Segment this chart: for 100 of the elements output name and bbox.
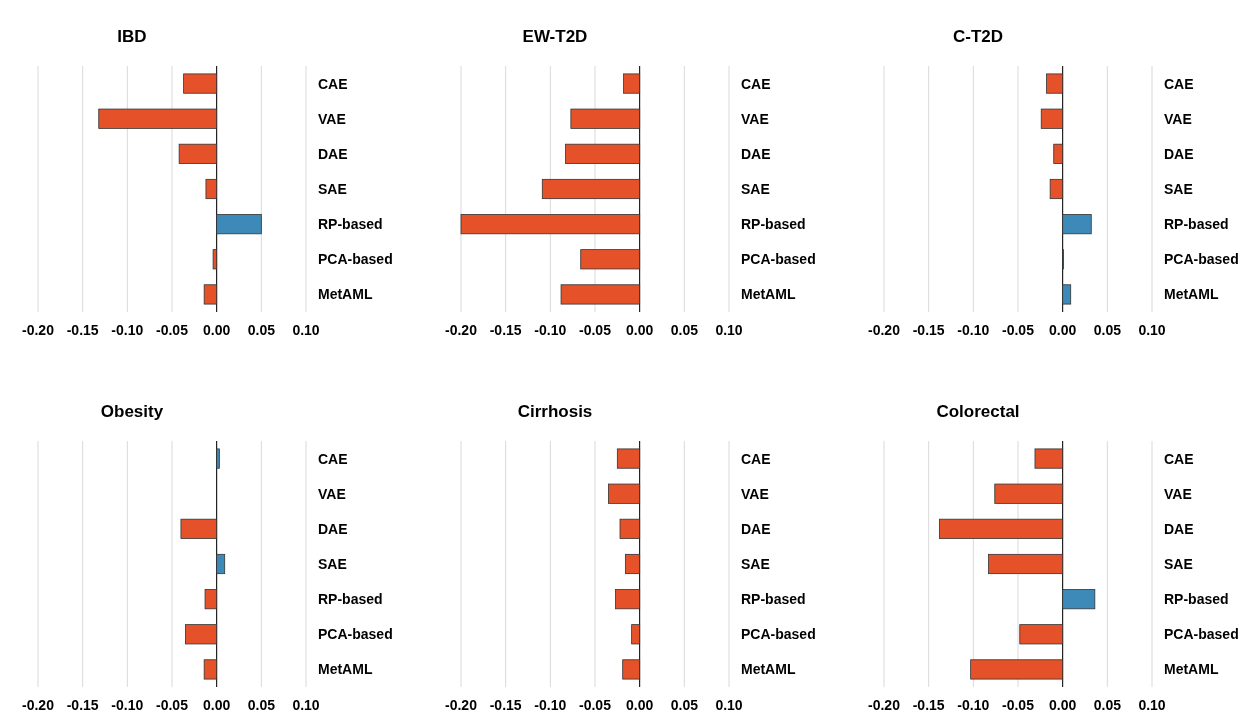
y-tick-label: MetAML [741, 661, 796, 678]
x-tick-label: -0.05 [156, 697, 189, 713]
x-tick-label: -0.10 [534, 322, 567, 338]
x-tick-label: -0.15 [66, 322, 99, 338]
x-tick-label: 0.00 [203, 697, 231, 713]
bar [1053, 143, 1064, 164]
x-tick-label: -0.10 [957, 322, 990, 338]
bar [216, 553, 226, 575]
x-tick-label: -0.05 [1002, 322, 1035, 338]
x-tick-label: 0.00 [203, 322, 231, 338]
bar [1046, 73, 1064, 94]
y-tick-label: PCA-based [741, 251, 816, 268]
x-tick-label: -0.05 [579, 322, 612, 338]
y-tick-label: PCA-based [741, 626, 816, 643]
x-tick-label: 0.00 [1049, 322, 1077, 338]
y-tick-label: CAE [741, 75, 771, 92]
x-tick-label: 0.10 [715, 697, 743, 713]
x-tick-label: 0.00 [626, 322, 654, 338]
y-tick-label: RP-based [318, 591, 383, 608]
bar [180, 518, 218, 539]
y-tick-label: VAE [1164, 485, 1192, 502]
bar [1062, 284, 1072, 305]
y-tick-label: VAE [318, 485, 346, 502]
bar [185, 624, 218, 645]
y-tick-label: SAE [318, 556, 347, 572]
x-tick-label: 0.10 [292, 697, 320, 713]
x-tick-label: -0.10 [534, 697, 567, 713]
bar [1049, 178, 1064, 200]
x-tick-label: 0.00 [626, 697, 654, 713]
bar [204, 589, 218, 610]
x-tick-label: 0.10 [715, 322, 743, 338]
y-tick-label: DAE [741, 520, 771, 537]
bar [1062, 214, 1092, 235]
x-tick-label: -0.15 [912, 697, 945, 713]
bar [203, 659, 218, 680]
y-tick-label: PCA-based [318, 626, 393, 643]
y-tick-label: MetAML [1164, 286, 1219, 303]
y-tick-label: CAE [1164, 450, 1194, 467]
x-tick-label: -0.10 [111, 322, 144, 338]
y-tick-label: RP-based [1164, 591, 1229, 608]
x-tick-label: 0.05 [247, 322, 276, 338]
y-tick-label: DAE [1164, 145, 1194, 162]
y-tick-label: RP-based [318, 216, 383, 233]
y-tick-label: DAE [1164, 520, 1194, 537]
y-tick-label: VAE [318, 110, 346, 127]
x-tick-label: -0.05 [156, 322, 189, 338]
y-tick-label: MetAML [1164, 661, 1219, 678]
y-tick-label: SAE [741, 556, 770, 572]
y-tick-label: RP-based [741, 216, 806, 233]
x-tick-label: -0.15 [489, 322, 522, 338]
x-tick-label: -0.20 [868, 322, 901, 338]
y-tick-label: DAE [318, 520, 348, 537]
y-tick-label: RP-based [741, 591, 806, 608]
x-tick-label: -0.20 [22, 322, 55, 338]
x-tick-label: -0.20 [868, 697, 901, 713]
chart-title: Cirrhosis [517, 402, 593, 421]
y-tick-label: MetAML [741, 286, 796, 303]
x-tick-label: 0.10 [1138, 322, 1166, 338]
x-tick-label: 0.10 [1138, 697, 1166, 713]
y-tick-label: CAE [318, 75, 348, 92]
y-tick-label: SAE [318, 181, 347, 197]
y-tick-label: RP-based [1164, 216, 1229, 233]
bar [1040, 108, 1064, 129]
y-tick-label: PCA-based [318, 251, 393, 268]
x-tick-label: -0.10 [957, 697, 990, 713]
y-tick-label: SAE [741, 181, 770, 197]
y-tick-label: PCA-based [1164, 626, 1239, 643]
chart-title: Colorectal [936, 402, 1020, 421]
y-tick-label: VAE [1164, 110, 1192, 127]
y-tick-label: CAE [318, 450, 348, 467]
chart-title: C-T2D [952, 27, 1004, 46]
chart-title: Obesity [100, 402, 164, 421]
chart-title: EW-T2D [522, 27, 588, 46]
x-tick-label: 0.05 [670, 322, 699, 338]
y-tick-label: SAE [1164, 181, 1193, 197]
x-tick-label: -0.10 [111, 697, 144, 713]
x-tick-label: -0.05 [579, 697, 612, 713]
x-tick-label: -0.15 [489, 697, 522, 713]
x-tick-label: -0.15 [912, 322, 945, 338]
y-tick-label: MetAML [318, 661, 373, 678]
y-tick-label: SAE [1164, 556, 1193, 572]
x-tick-label: -0.15 [66, 697, 99, 713]
x-tick-label: -0.20 [22, 697, 55, 713]
x-tick-label: 0.05 [670, 697, 699, 713]
x-tick-label: -0.20 [445, 697, 478, 713]
y-tick-label: PCA-based [1164, 251, 1239, 268]
bar [216, 448, 220, 469]
y-tick-label: DAE [741, 145, 771, 162]
x-tick-label: 0.00 [1049, 697, 1077, 713]
x-tick-label: -0.20 [445, 322, 478, 338]
y-tick-label: VAE [741, 485, 769, 502]
x-tick-label: -0.05 [1002, 697, 1035, 713]
y-tick-label: VAE [741, 110, 769, 127]
y-tick-label: CAE [741, 450, 771, 467]
y-tick-label: CAE [1164, 75, 1194, 92]
x-tick-label: 0.05 [247, 697, 276, 713]
y-tick-label: MetAML [318, 286, 373, 303]
y-tick-label: DAE [318, 145, 348, 162]
x-tick-label: 0.10 [292, 322, 320, 338]
x-tick-label: 0.05 [1093, 322, 1122, 338]
